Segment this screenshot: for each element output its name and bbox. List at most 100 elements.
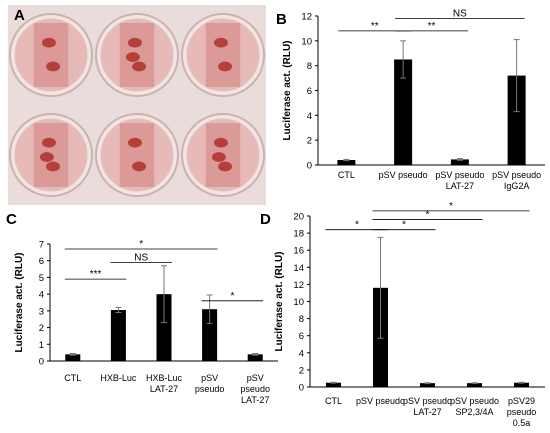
y-tick-label: 4 <box>299 348 304 359</box>
panel-label-b: B <box>276 11 287 28</box>
significance-label: NS <box>134 252 148 263</box>
bar <box>202 309 218 361</box>
cell-band <box>119 123 155 187</box>
category-label: pSV29 pseudo 0.5a <box>507 396 537 428</box>
category-label-line: IgG2A <box>504 181 530 191</box>
category-label-line: pSV <box>247 373 264 383</box>
y-tick-label: 1 <box>39 340 44 351</box>
bar <box>394 59 413 166</box>
category-label-line: HXB-Luc <box>100 373 137 383</box>
y-tick-label: 10 <box>293 297 304 308</box>
category-label-line: LAT-27 <box>241 395 269 405</box>
stain-spot <box>213 37 228 48</box>
category-label: pSV pseudo <box>195 373 225 394</box>
cell-band <box>205 23 241 87</box>
y-tick-label: 6 <box>39 256 44 267</box>
bar <box>420 383 435 387</box>
well <box>181 13 265 97</box>
y-tick-label: 2 <box>39 323 44 334</box>
category-label-line: CTL <box>325 396 342 406</box>
y-tick-label: 8 <box>307 61 312 72</box>
stain-spot <box>132 161 147 172</box>
category-label-line: pSV pseudo <box>356 396 405 406</box>
category-label: HXB-Luc <box>100 373 137 383</box>
well <box>95 13 179 97</box>
stain-spot <box>41 37 56 48</box>
y-axis-label: Luciferase act. (RLU) <box>282 40 293 140</box>
stain-spot <box>125 52 140 62</box>
category-label-line: pseudo <box>195 384 225 394</box>
category-label-line: pseudo <box>507 407 537 417</box>
well <box>95 113 179 197</box>
well-plate-photo <box>8 5 266 205</box>
y-tick-label: 7 <box>39 240 44 251</box>
y-tick-label: 0 <box>307 161 312 172</box>
stain-spot <box>41 137 56 148</box>
cell-band <box>33 23 69 87</box>
y-tick-label: 12 <box>301 12 312 23</box>
category-label-line: pseudo <box>240 384 270 394</box>
y-tick-label: 12 <box>293 280 304 291</box>
y-tick-label: 18 <box>293 229 304 240</box>
stain-spot <box>211 152 226 162</box>
significance-label: ** <box>428 21 436 32</box>
category-label: CTL <box>64 373 81 383</box>
category-label-line: SP2,3/4A <box>455 407 493 417</box>
y-tick-label: 0 <box>39 357 44 368</box>
y-tick-label: 8 <box>299 314 304 325</box>
panel-label-d: D <box>260 211 271 228</box>
bar <box>450 159 469 165</box>
category-label-line: LAT-27 <box>413 407 441 417</box>
category-label: CTL <box>338 170 355 180</box>
significance-label: * <box>449 201 453 212</box>
category-label-line: HXB-Luc <box>146 373 183 383</box>
significance-label: * <box>139 239 143 250</box>
category-label: CTL <box>325 396 342 406</box>
category-label-line: 0.5a <box>513 418 531 428</box>
y-axis-label: Luciferase act. (RLU) <box>274 251 285 351</box>
y-tick-label: 0 <box>299 383 304 394</box>
category-label-line: pSV pseudo <box>435 170 484 180</box>
stain-spot <box>213 137 228 148</box>
significance-label: NS <box>453 8 467 19</box>
significance-label: * <box>355 220 359 231</box>
significance-label: *** <box>90 269 102 280</box>
stain-spot <box>127 137 142 148</box>
category-label: pSV pseudo SP2,3/4A <box>450 396 499 417</box>
y-axis-label: Luciferase act. (RLU) <box>14 252 25 352</box>
stain-spot <box>132 61 147 72</box>
bar <box>514 382 529 387</box>
y-tick-label: 3 <box>39 306 44 317</box>
panel-label-c: C <box>6 211 17 228</box>
bar <box>65 354 81 361</box>
category-label: pSV pseudo <box>356 396 405 406</box>
significance-label: * <box>426 209 430 220</box>
stain-spot <box>218 61 233 72</box>
category-label-line: pSV pseudo <box>403 396 452 406</box>
panel-label-a: A <box>14 7 25 24</box>
y-tick-label: 20 <box>293 212 304 223</box>
bar <box>326 382 341 387</box>
significance-label: ** <box>371 21 379 32</box>
y-tick-label: 2 <box>307 136 312 147</box>
bar <box>467 383 482 387</box>
well <box>9 113 93 197</box>
category-label-line: pSV pseudo <box>379 170 428 180</box>
y-tick-label: 6 <box>307 86 312 97</box>
bar <box>110 310 126 361</box>
y-tick-label: 4 <box>307 111 312 122</box>
stain-spot <box>46 61 61 72</box>
category-label-line: CTL <box>64 373 81 383</box>
category-label: pSV pseudo LAT-27 <box>240 373 270 405</box>
category-label-line: pSV pseudo <box>450 396 499 406</box>
y-tick-label: 4 <box>39 290 44 301</box>
category-label-line: pSV29 <box>508 396 535 406</box>
category-label: pSV pseudo IgG2A <box>492 170 541 191</box>
category-label-line: pSV pseudo <box>492 170 541 180</box>
well <box>9 13 93 97</box>
y-tick-label: 2 <box>299 365 304 376</box>
y-tick-label: 14 <box>293 263 304 274</box>
stain-spot <box>39 152 54 162</box>
stain-spot <box>46 161 61 172</box>
